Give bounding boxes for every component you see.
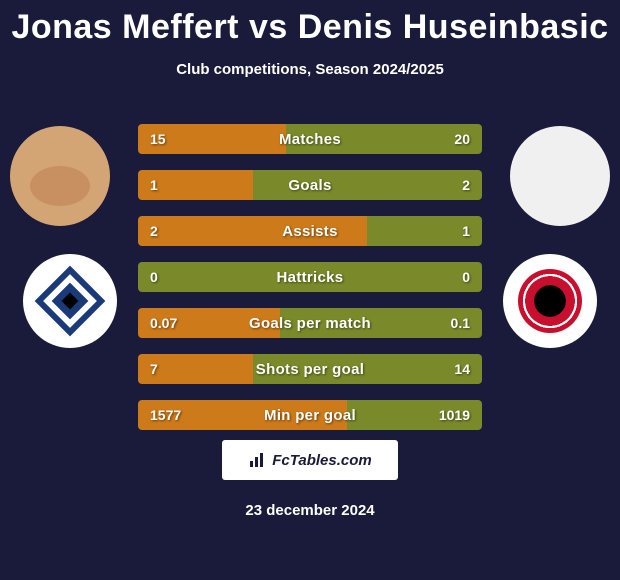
stat-label: Hattricks (277, 269, 344, 286)
stat-row: 1 2 Goals (138, 170, 482, 200)
stat-value-left: 7 (150, 361, 158, 377)
stat-bar-right (253, 170, 482, 200)
hurricane-logo-icon (518, 269, 582, 333)
stat-value-left: 1577 (150, 407, 181, 423)
stat-value-left: 1 (150, 177, 158, 193)
stat-value-right: 1019 (439, 407, 470, 423)
stat-value-right: 20 (454, 131, 470, 147)
stat-label: Matches (279, 131, 341, 148)
stat-row: 15 20 Matches (138, 124, 482, 154)
club-right-logo (503, 254, 597, 348)
player-left-avatar (10, 126, 110, 226)
club-left-logo (23, 254, 117, 348)
stat-row: 1577 1019 Min per goal (138, 400, 482, 430)
stat-value-left: 0.07 (150, 315, 177, 331)
date-text: 23 december 2024 (245, 502, 374, 519)
page-title: Jonas Meffert vs Denis Huseinbasic (0, 0, 620, 47)
stat-row: 2 1 Assists (138, 216, 482, 246)
stat-row: 7 14 Shots per goal (138, 354, 482, 384)
stat-value-right: 0 (462, 269, 470, 285)
hsv-logo-icon (43, 274, 97, 328)
stat-label: Goals (288, 177, 331, 194)
stats-comparison: 15 20 Matches 1 2 Goals 2 1 Assists 0 0 Hattricks 0.… (138, 124, 482, 446)
stat-label: Min per goal (264, 407, 356, 424)
stat-label: Assists (282, 223, 337, 240)
stat-value-left: 0 (150, 269, 158, 285)
brand-text: FcTables.com (272, 452, 371, 469)
player-right-avatar (510, 126, 610, 226)
brand-icon (248, 451, 266, 469)
stat-value-right: 14 (454, 361, 470, 377)
stat-value-left: 15 (150, 131, 166, 147)
stat-value-right: 0.1 (451, 315, 470, 331)
stat-value-left: 2 (150, 223, 158, 239)
stat-row: 0.07 0.1 Goals per match (138, 308, 482, 338)
stat-value-right: 2 (462, 177, 470, 193)
brand-badge: FcTables.com (222, 440, 398, 480)
stat-label: Goals per match (249, 315, 371, 332)
stat-value-right: 1 (462, 223, 470, 239)
stat-row: 0 0 Hattricks (138, 262, 482, 292)
stat-label: Shots per goal (256, 361, 364, 378)
page-subtitle: Club competitions, Season 2024/2025 (0, 61, 620, 78)
